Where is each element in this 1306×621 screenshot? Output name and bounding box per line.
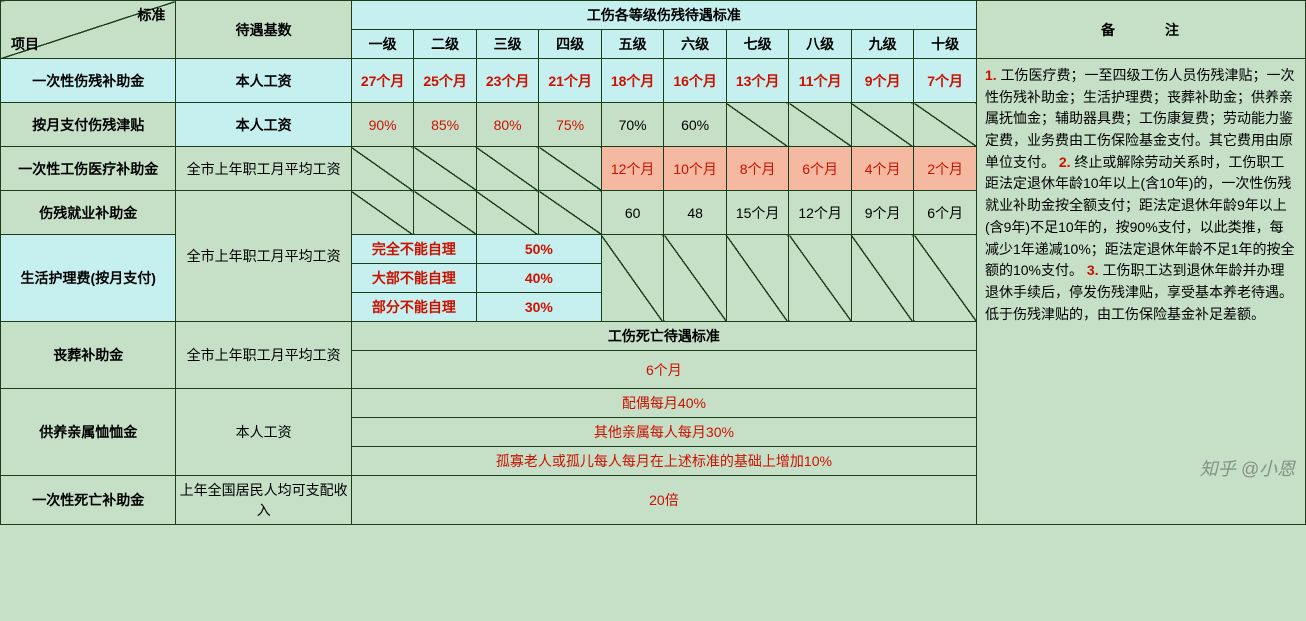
r4-v5: 60 [601, 191, 664, 235]
r2-v2: 85% [414, 103, 477, 147]
r2-na7 [726, 103, 789, 147]
r5-na8 [789, 235, 852, 322]
r1-v2: 25个月 [414, 59, 477, 103]
r5-label: 生活护理费(按月支付) [1, 235, 176, 322]
r5-na10 [914, 235, 977, 322]
r3-v6: 10个月 [664, 147, 727, 191]
r1-v7: 13个月 [726, 59, 789, 103]
hdr-lvl-2: 二级 [414, 30, 477, 59]
r7-base: 本人工资 [176, 389, 351, 476]
r3-v9: 4个月 [851, 147, 914, 191]
death-header: 工伤死亡待遇标准 [351, 322, 976, 351]
r6-label: 丧葬补助金 [1, 322, 176, 389]
n2-text: 终止或解除劳动关系时，工伤职工距法定退休年龄10年以上(含10年)的，一次性伤残… [985, 154, 1295, 278]
injury-standards-table: 标准 项目 待遇基数 工伤各等级伤残待遇标准 备 注 一级 二级 三级 四级 五… [0, 0, 1306, 525]
r2-v6: 60% [664, 103, 727, 147]
r2-base: 本人工资 [176, 103, 351, 147]
r5-base: 全市上年职工月平均工资 [176, 191, 351, 322]
r2-v1: 90% [351, 103, 414, 147]
n3-num: 3. [1087, 262, 1099, 278]
r8-label: 一次性死亡补助金 [1, 476, 176, 525]
corner-top: 标准 [137, 5, 165, 25]
r7b: 其他亲属每人每月30% [351, 418, 976, 447]
hdr-base: 待遇基数 [176, 1, 351, 59]
corner-cell: 标准 项目 [1, 1, 176, 59]
r8-base: 上年全国居民人均可支配收入 [176, 476, 351, 525]
r3-na1 [351, 147, 414, 191]
r3-na4 [539, 147, 602, 191]
r3-na3 [476, 147, 539, 191]
r1-v9: 9个月 [851, 59, 914, 103]
r3-label: 一次性工伤医疗补助金 [1, 147, 176, 191]
r4-v7: 15个月 [726, 191, 789, 235]
r1-v1: 27个月 [351, 59, 414, 103]
r1-label: 一次性伤残补助金 [1, 59, 176, 103]
hdr-lvl-5: 五级 [601, 30, 664, 59]
hdr-lvl-7: 七级 [726, 30, 789, 59]
r6-base: 全市上年职工月平均工资 [176, 322, 351, 389]
r4-v10: 6个月 [914, 191, 977, 235]
r3-base: 全市上年职工月平均工资 [176, 147, 351, 191]
r8-val: 20倍 [351, 476, 976, 525]
r4-na3 [476, 191, 539, 235]
hdr-notes: 备 注 [976, 1, 1305, 59]
r3-v10: 2个月 [914, 147, 977, 191]
r4-na1 [351, 191, 414, 235]
n1-num: 1. [985, 67, 997, 83]
r1-base: 本人工资 [176, 59, 351, 103]
r5-na5 [601, 235, 664, 322]
r5a-pct: 50% [476, 235, 601, 264]
hdr-lvl-9: 九级 [851, 30, 914, 59]
r3-v5: 12个月 [601, 147, 664, 191]
hdr-lvl-6: 六级 [664, 30, 727, 59]
watermark: 知乎 @小恩 [1200, 456, 1295, 484]
hdr-group: 工伤各等级伤残待遇标准 [351, 1, 976, 30]
r5-na7 [726, 235, 789, 322]
r7a: 配偶每月40% [351, 389, 976, 418]
r3-v7: 8个月 [726, 147, 789, 191]
r2-na8 [789, 103, 852, 147]
r3-na2 [414, 147, 477, 191]
r4-v9: 9个月 [851, 191, 914, 235]
r2-v4: 75% [539, 103, 602, 147]
r3-v8: 6个月 [789, 147, 852, 191]
r4-na2 [414, 191, 477, 235]
r1-v4: 21个月 [539, 59, 602, 103]
hdr-lvl-4: 四级 [539, 30, 602, 59]
r6-val: 6个月 [351, 351, 976, 389]
r4-v8: 12个月 [789, 191, 852, 235]
header-row-1: 标准 项目 待遇基数 工伤各等级伤残待遇标准 备 注 [1, 1, 1306, 30]
hdr-lvl-8: 八级 [789, 30, 852, 59]
r2-v3: 80% [476, 103, 539, 147]
r2-v5: 70% [601, 103, 664, 147]
n2-num: 2. [1059, 154, 1071, 170]
notes-cell: 1. 工伤医疗费；一至四级工伤人员伤残津贴；一次性伤残补助金；生活护理费；丧葬补… [976, 59, 1305, 525]
r2-na9 [851, 103, 914, 147]
r5-na9 [851, 235, 914, 322]
r5-na6 [664, 235, 727, 322]
r2-label: 按月支付伤残津贴 [1, 103, 176, 147]
r4-v6: 48 [664, 191, 727, 235]
r1-v5: 18个月 [601, 59, 664, 103]
hdr-lvl-10: 十级 [914, 30, 977, 59]
corner-bottom: 项目 [11, 34, 39, 54]
hdr-lvl-1: 一级 [351, 30, 414, 59]
r5a-lbl: 完全不能自理 [351, 235, 476, 264]
r5c-lbl: 部分不能自理 [351, 293, 476, 322]
r1-v8: 11个月 [789, 59, 852, 103]
r1-v6: 16个月 [664, 59, 727, 103]
r5b-lbl: 大部不能自理 [351, 264, 476, 293]
r2-na10 [914, 103, 977, 147]
hdr-lvl-3: 三级 [476, 30, 539, 59]
r4-na4 [539, 191, 602, 235]
r5c-pct: 30% [476, 293, 601, 322]
r5b-pct: 40% [476, 264, 601, 293]
r7-label: 供养亲属恤恤金 [1, 389, 176, 476]
r1-v3: 23个月 [476, 59, 539, 103]
r7c: 孤寡老人或孤儿每人每月在上述标准的基础上增加10% [351, 447, 976, 476]
r4-label: 伤残就业补助金 [1, 191, 176, 235]
r1-v10: 7个月 [914, 59, 977, 103]
row-disability-subsidy: 一次性伤残补助金 本人工资 27个月 25个月 23个月 21个月 18个月 1… [1, 59, 1306, 103]
